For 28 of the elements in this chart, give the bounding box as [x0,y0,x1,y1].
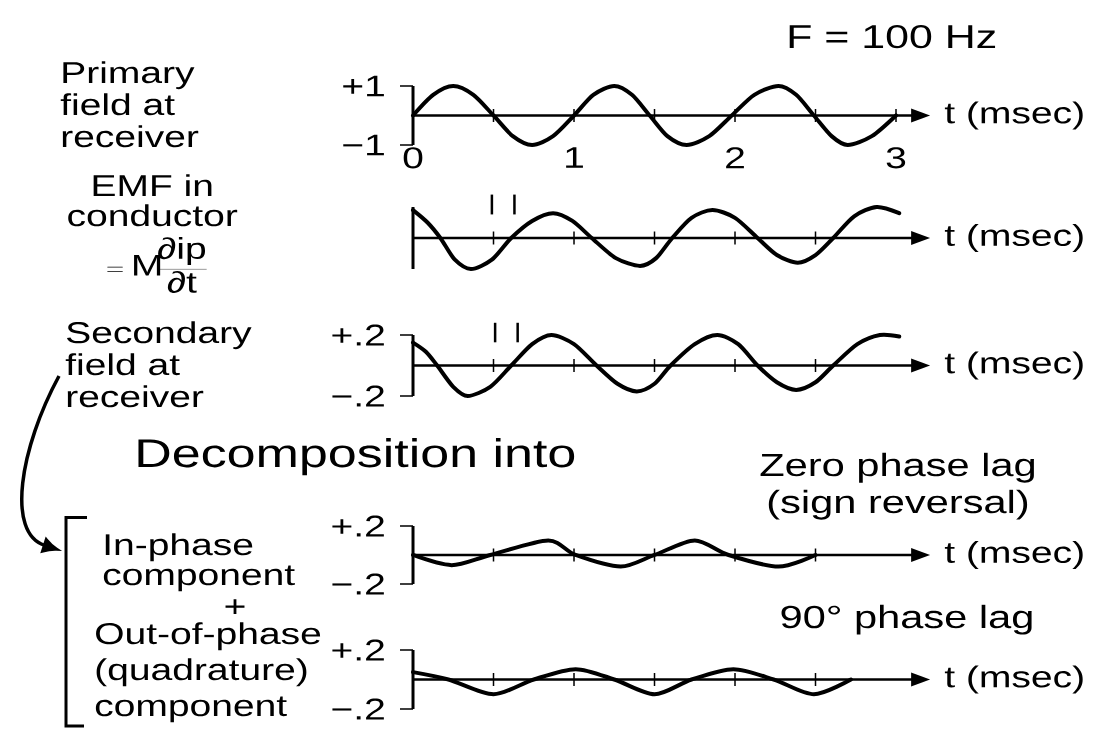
y-axis-title: Primary field at receiver [60,61,199,148]
x-axis-title: t (msec) [944,665,1083,694]
text: 90° phase lag [781,604,1032,635]
y-axis-title: In-phase component [103,533,295,592]
x-axis-title: t (msec) [944,101,1083,130]
y-tick-label: −.2 [332,698,384,720]
y-tick-label: −.2 [332,573,384,595]
y-axis-title: Secondary field at receiver [65,321,252,408]
y-tick-label: −1 [343,134,384,156]
y-axis-title: EMF in conductor [68,174,238,227]
text: $= \mathrm{M}\frac{\mbox{∂ip}}{\mbox{∂t}}$ [107,237,207,293]
x-axis-title: t (msec) [944,224,1083,252]
x-tick-label: 2 [726,147,744,169]
chart-title: Decomposition into [138,438,575,476]
y-tick-label: +.2 [332,515,384,537]
text: Zero phase lag (sign reversal) [760,452,1035,520]
y-tick-label: +1 [343,75,384,97]
x-tick-label: 3 [886,147,906,169]
y-tick-label: −.2 [332,385,384,407]
y-axis-title: Out-of-phase (quadrature) component [95,622,321,723]
x-axis-title: t (msec) [944,351,1083,380]
y-tick-label: +.2 [332,324,384,346]
y-tick-label: +.2 [332,639,384,661]
text: F = 100 Hz [789,24,996,49]
text: + [225,599,245,614]
x-axis-title: t (msec) [944,541,1083,569]
x-tick-label: 1 [566,147,583,168]
x-tick-label: 0 [403,147,423,169]
